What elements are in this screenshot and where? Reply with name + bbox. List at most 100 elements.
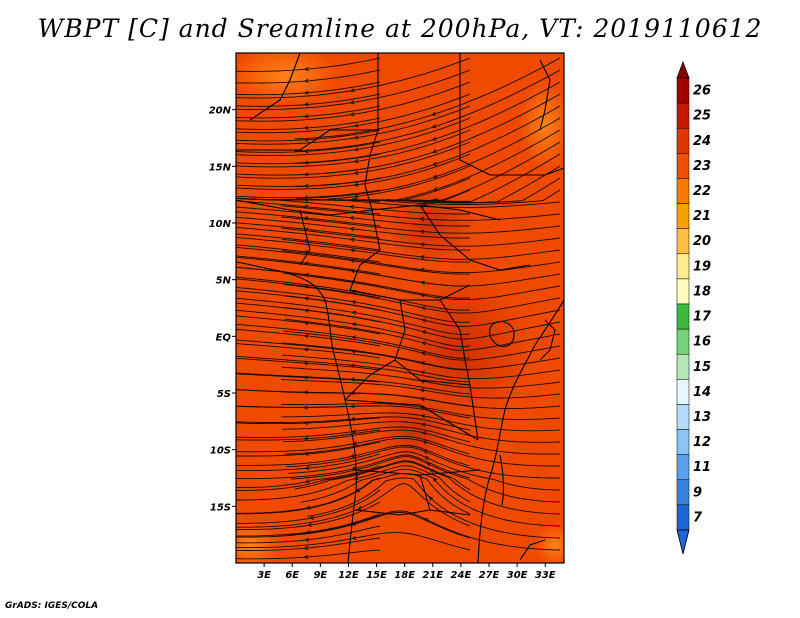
streamline-arrow bbox=[303, 216, 309, 221]
cool-patch-se bbox=[535, 525, 564, 563]
streamline-arrow bbox=[303, 172, 309, 177]
streamline-arrow bbox=[303, 333, 309, 339]
lat-tick-label: 15S bbox=[210, 502, 231, 513]
streamline-arrow bbox=[350, 349, 356, 354]
colorbar-label: 24 bbox=[693, 134, 711, 149]
colorbar-label: 20 bbox=[693, 234, 711, 249]
streamline-arrow bbox=[353, 159, 359, 164]
streamline-arrow bbox=[303, 149, 309, 154]
colorbar-swatch bbox=[676, 379, 690, 405]
streamline-arrow bbox=[303, 320, 309, 326]
streamline-arrow bbox=[431, 124, 437, 129]
streamline bbox=[236, 441, 381, 457]
colorbar-swatch bbox=[676, 404, 690, 430]
streamline-arrow bbox=[432, 174, 438, 179]
streamline-arrow bbox=[351, 466, 357, 471]
chart-title: WBPT [C] and Sreamline at 200hPa, VT: 20… bbox=[37, 14, 763, 43]
colorbar-swatch bbox=[676, 303, 690, 330]
streamline-arrow bbox=[353, 147, 359, 152]
streamline-arrow bbox=[350, 300, 357, 305]
streamline-arrow bbox=[351, 322, 357, 327]
colorbar-swatch bbox=[676, 479, 690, 506]
colorbar-label: 21 bbox=[693, 209, 711, 224]
lon-tick-label: 18E bbox=[394, 570, 415, 581]
colorbar-label: 12 bbox=[693, 435, 711, 450]
streamline-arrow bbox=[303, 204, 309, 209]
streamline bbox=[236, 211, 381, 227]
streamline-arrow bbox=[353, 170, 359, 176]
colorbar-swatch bbox=[676, 253, 690, 280]
streamline-arrow bbox=[349, 248, 355, 253]
streamline bbox=[236, 81, 381, 96]
streamline-arrow bbox=[350, 363, 356, 368]
streamline-arrow bbox=[303, 66, 309, 72]
streamline-arrow bbox=[350, 416, 356, 422]
streamline-arrow bbox=[353, 182, 359, 187]
streamline-arrow bbox=[309, 515, 315, 520]
streamline bbox=[236, 537, 381, 551]
streamline bbox=[236, 417, 381, 425]
colorbar-swatch bbox=[676, 203, 690, 229]
streamline-arrow bbox=[357, 505, 363, 510]
lon-tick-label: 24E bbox=[451, 570, 472, 581]
lat-tick-label: 10S bbox=[210, 446, 231, 457]
streamline bbox=[236, 255, 381, 275]
colorbar-swatch bbox=[676, 429, 690, 455]
colorbar-label: 13 bbox=[693, 410, 711, 425]
streamline-arrow bbox=[422, 450, 428, 455]
streamline-arrow bbox=[351, 310, 357, 315]
streamline-arrow bbox=[432, 161, 438, 166]
streamline-arrow bbox=[349, 377, 355, 382]
streamlines bbox=[236, 57, 561, 560]
colorbar-swatch bbox=[676, 77, 690, 104]
streamline bbox=[236, 343, 381, 359]
streamline-arrow bbox=[428, 199, 434, 205]
lon-tick-label: 33E bbox=[535, 570, 556, 581]
streamline bbox=[236, 278, 381, 299]
streamline-arrow bbox=[421, 431, 427, 436]
lat-tick-label: EQ bbox=[216, 332, 232, 343]
colorbar-swatch bbox=[676, 153, 690, 179]
lon-tick-label: 6E bbox=[285, 570, 299, 581]
colorbar-label: 19 bbox=[693, 259, 711, 274]
streamline-arrow bbox=[424, 456, 430, 461]
streamline bbox=[236, 357, 381, 371]
longitude-axis: 3E 6E 9E 12E 15E 18E 21E 24E 27E 30E 33E bbox=[257, 563, 556, 581]
streamline bbox=[236, 117, 381, 130]
streamline bbox=[236, 513, 381, 537]
lon-tick-label: 12E bbox=[338, 570, 359, 581]
streamline-arrow bbox=[426, 462, 431, 467]
cool-patch-sw bbox=[236, 520, 280, 563]
colorbar-label: 17 bbox=[693, 310, 712, 325]
streamline-arrow bbox=[431, 136, 437, 141]
cool-patch-nw bbox=[236, 53, 340, 105]
colorbar-swatch bbox=[676, 454, 690, 481]
colorbar: 26 25 24 23 22 21 20 19 18 17 16 15 14 13 12 11 9 7 bbox=[676, 60, 712, 555]
streamline-arrow bbox=[303, 249, 309, 255]
streamline bbox=[236, 290, 381, 311]
streamline-arrow bbox=[349, 215, 355, 221]
streamline-arrow bbox=[349, 237, 355, 242]
streamline-arrow bbox=[349, 404, 355, 409]
streamline bbox=[236, 165, 381, 176]
streamline-arrow bbox=[303, 78, 309, 83]
streamline bbox=[236, 93, 381, 107]
streamline-arrow bbox=[349, 112, 355, 117]
streamline-arrow bbox=[303, 347, 309, 352]
streamline-arrow bbox=[419, 229, 425, 234]
warm-core-south bbox=[375, 390, 455, 470]
streamline-arrow bbox=[421, 318, 427, 323]
colorbar-swatch bbox=[676, 328, 690, 355]
streamline-arrow bbox=[353, 135, 359, 140]
streamline-arrow bbox=[307, 522, 313, 528]
streamline-arrow bbox=[420, 422, 426, 427]
streamline bbox=[236, 57, 471, 99]
colorbar-swatch bbox=[676, 178, 690, 204]
colorbar-label: 22 bbox=[693, 184, 711, 199]
streamline-arrow bbox=[303, 137, 309, 142]
streamline-arrow bbox=[421, 341, 427, 346]
streamline-arrow bbox=[349, 258, 355, 263]
lat-tick-label: 15N bbox=[209, 162, 232, 173]
streamline-arrow bbox=[303, 554, 309, 560]
